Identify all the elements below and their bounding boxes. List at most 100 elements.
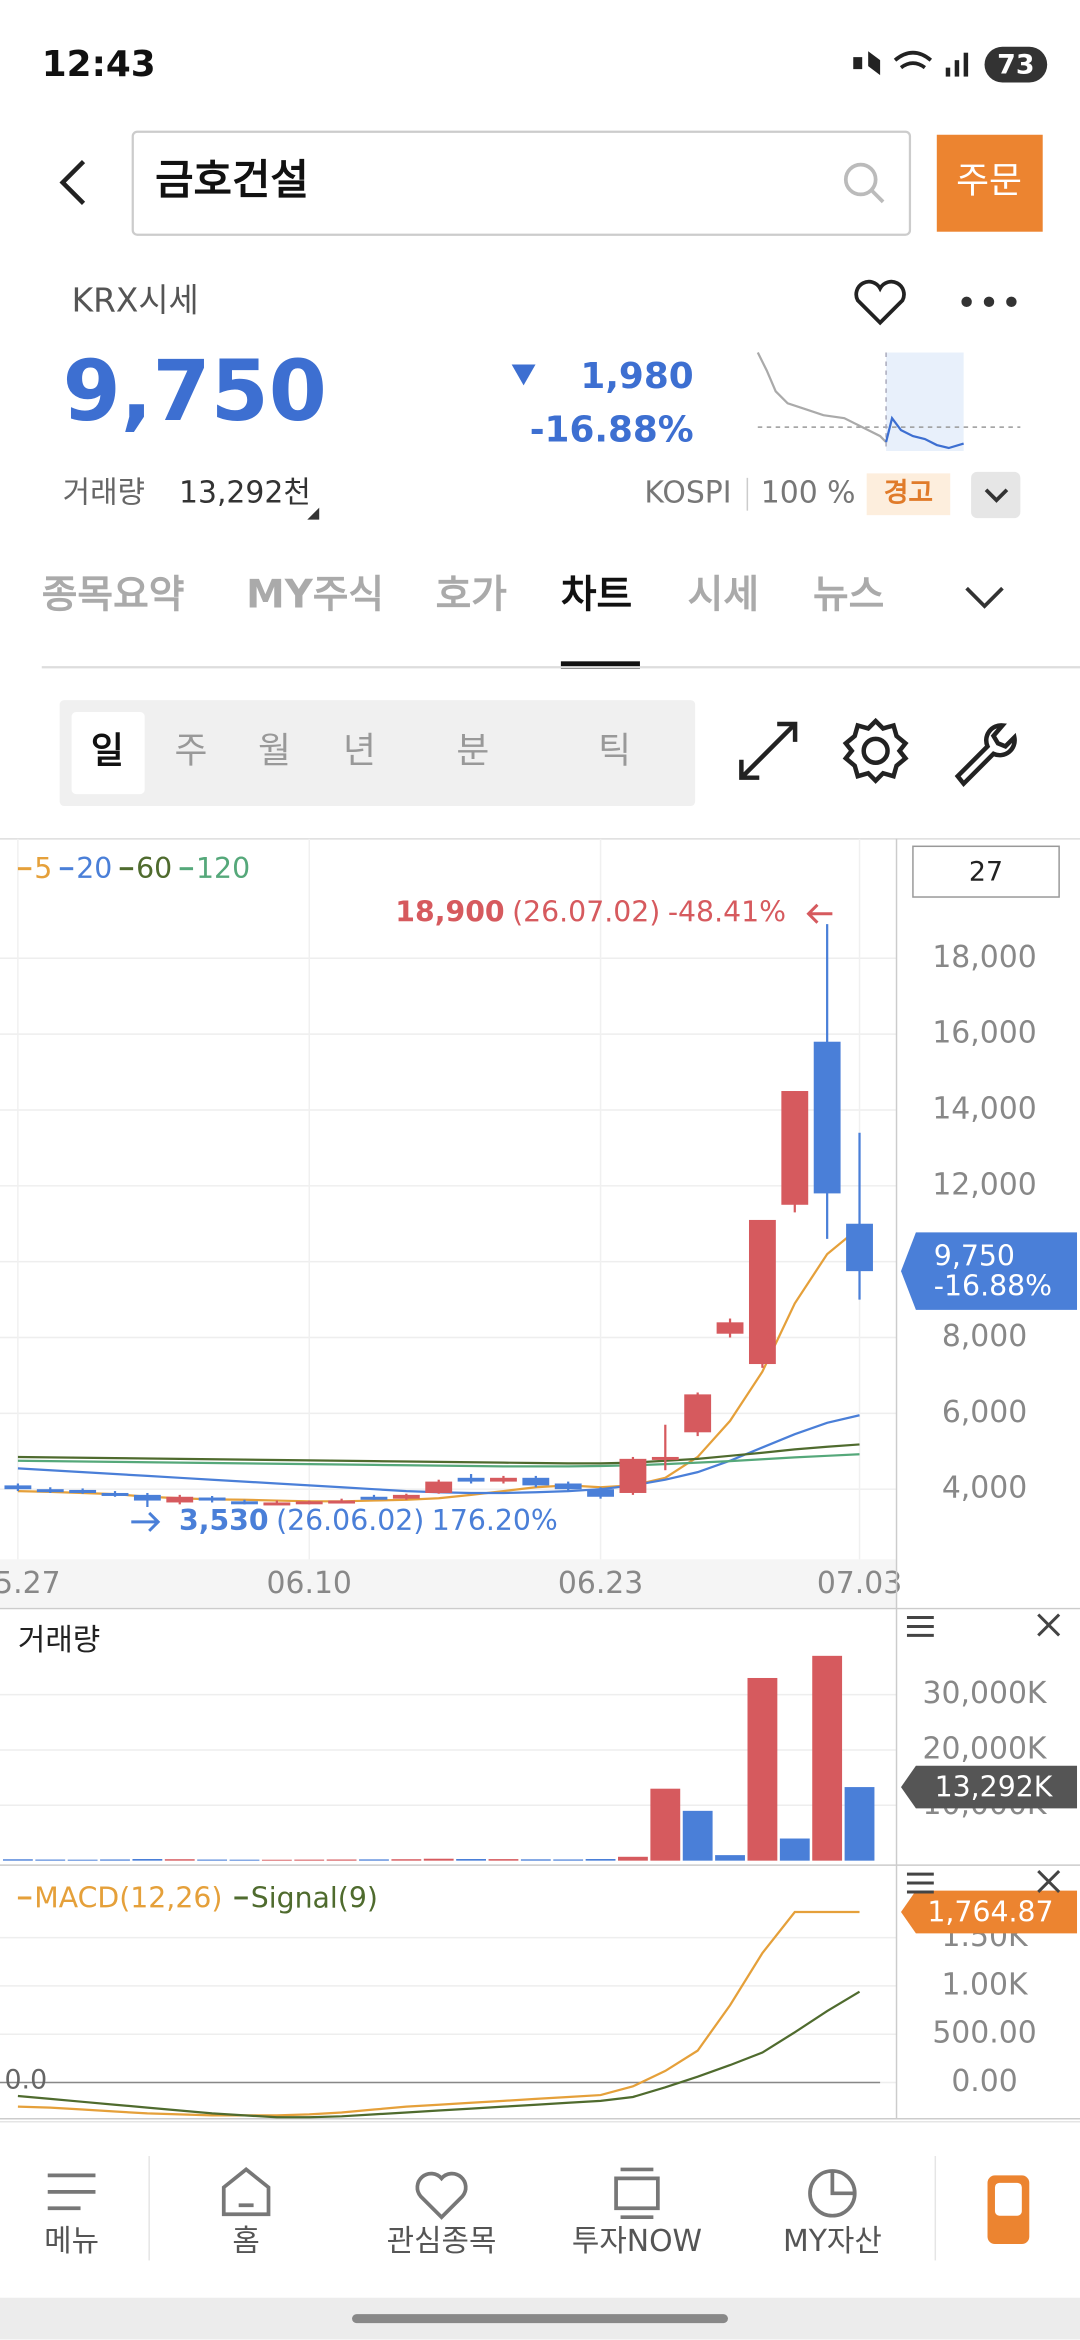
candle-body — [554, 1483, 582, 1490]
candle-body — [4, 1485, 32, 1490]
y-tick-label: 0.00 — [951, 2064, 1017, 2099]
tab-more-button[interactable] — [965, 586, 1004, 609]
volume-menu-button[interactable] — [906, 1616, 934, 1637]
y-tick-label: 16,000 — [932, 1016, 1036, 1051]
volume-bar — [553, 1859, 584, 1861]
tab[interactable]: 시세 — [688, 573, 759, 618]
expand-quote-icon — [984, 488, 1009, 503]
macd-menu-button[interactable] — [906, 1872, 934, 1894]
current-price: 9,750 — [63, 342, 327, 440]
low-annotation: 3,530 (26.06.02) 176.20% — [179, 1504, 558, 1537]
search-query: 금호건설 — [155, 155, 309, 204]
nav-item[interactable]: 투자NOW — [572, 2224, 702, 2259]
legend-label: 60 — [136, 852, 172, 885]
period-option[interactable]: 일 — [91, 730, 124, 771]
panel-controls — [906, 1613, 1061, 1894]
period-option[interactable]: 월 — [258, 730, 291, 771]
period-active-bg — [71, 712, 145, 795]
order-button[interactable] — [936, 134, 1043, 232]
volume-bar — [326, 1859, 357, 1861]
legend-label: 20 — [76, 852, 112, 885]
tab[interactable]: 차트 — [561, 573, 632, 618]
period-option[interactable]: 주 — [174, 730, 207, 771]
candle-body — [522, 1477, 550, 1486]
battery-level: 73 — [997, 50, 1034, 81]
panel-title: 거래량 — [18, 1623, 100, 1658]
candle-body — [101, 1492, 129, 1496]
tools-button[interactable] — [954, 723, 1017, 787]
zero-label: 0.0 — [4, 2065, 47, 2096]
candle-body — [69, 1489, 97, 1493]
candle-body — [392, 1494, 420, 1499]
candle-body — [328, 1500, 356, 1504]
candle-count: 27 — [969, 857, 1003, 888]
macd-close-button[interactable] — [1037, 1870, 1061, 1894]
nav-item[interactable]: 관심종목 — [387, 2224, 497, 2259]
order-button-label: 주문 — [956, 160, 1022, 201]
candle-body — [263, 1502, 291, 1506]
volume-bar — [423, 1858, 454, 1861]
candle-body — [198, 1497, 226, 1501]
y-tick-label: 4,000 — [942, 1471, 1027, 1506]
nav-item[interactable]: MY자산 — [783, 2224, 882, 2259]
back-button[interactable] — [59, 160, 86, 205]
period-option[interactable]: 분 — [456, 730, 489, 771]
status-icons — [853, 46, 1048, 83]
tab-underline — [560, 661, 640, 669]
volume-bar — [488, 1859, 519, 1861]
high-annotation: 18,900 (26.07.02) -48.41% — [395, 896, 786, 929]
candle-body — [295, 1501, 323, 1505]
favorite-button[interactable] — [854, 279, 906, 326]
search-icon[interactable] — [843, 162, 885, 204]
volume-bar — [132, 1859, 163, 1861]
y-tick-label: 1.00K — [942, 1967, 1029, 2002]
sparkline — [756, 352, 1021, 451]
volume-bar — [391, 1859, 422, 1861]
volume-bar — [844, 1787, 875, 1861]
tab[interactable]: 호가 — [436, 573, 508, 618]
volume-bar — [359, 1859, 389, 1861]
period-option[interactable]: 틱 — [598, 730, 631, 771]
period-option[interactable]: 년 — [343, 730, 376, 771]
x-axis-strip — [0, 1559, 897, 1609]
price-change-pct: -16.88% — [530, 410, 694, 451]
warning-label: 경고 — [884, 478, 933, 509]
candle-body — [36, 1489, 64, 1493]
legend-label: 120 — [196, 852, 250, 885]
candle-body — [133, 1494, 161, 1501]
moving-average-line — [17, 1453, 860, 1468]
tab-bar: 종목요약 MY주식 호가 차트 시세 뉴스 — [42, 573, 884, 669]
y-tick-label: 30,000K — [923, 1676, 1048, 1711]
search-box[interactable] — [131, 130, 912, 236]
more-button[interactable] — [961, 296, 1017, 308]
y-tick-label: 14,000 — [932, 1091, 1036, 1126]
x-tick-label: 07.03 — [817, 1566, 902, 1601]
last-value-tag — [900, 1232, 1078, 1310]
settings-button[interactable] — [842, 717, 909, 784]
candle-body — [360, 1496, 388, 1500]
volume-bar — [715, 1855, 745, 1861]
expand-quote-button[interactable] — [971, 471, 1021, 519]
tab[interactable]: 종목요약 — [42, 573, 185, 618]
last-value-tag — [900, 1890, 1078, 1934]
margin-rate: 100 % — [761, 476, 856, 511]
fullscreen-button[interactable] — [739, 721, 798, 780]
tab[interactable]: 뉴스 — [813, 573, 884, 618]
candle-body — [748, 1219, 776, 1365]
nav-item[interactable]: 메뉴 — [44, 2224, 99, 2259]
volume-bar — [164, 1859, 195, 1861]
tab[interactable]: MY주식 — [246, 573, 384, 618]
low-change: 176.20% — [432, 1504, 558, 1537]
volume-close-button[interactable] — [1037, 1613, 1061, 1637]
candle-body — [457, 1477, 485, 1482]
last-volume: 13,292K — [935, 1771, 1054, 1804]
status-time: 12:43 — [42, 44, 156, 85]
price-change: 1,980 — [580, 356, 693, 397]
nav-item[interactable]: 홈 — [232, 2224, 259, 2259]
volume-label: 거래량 — [63, 476, 145, 511]
volume-bar — [812, 1655, 843, 1861]
low-value: 3,530 — [179, 1504, 269, 1537]
x-tick-label: 05.27 — [0, 1566, 61, 1601]
